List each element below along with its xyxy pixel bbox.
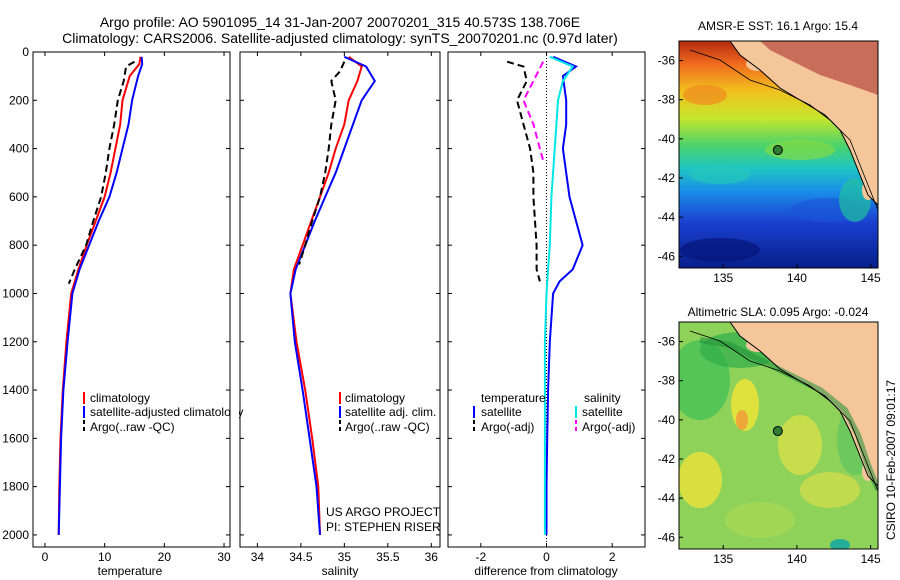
map-y-tick-label: -40 xyxy=(658,132,676,146)
map-y-tick-label: -46 xyxy=(658,249,676,263)
project-annotation: US ARGO PROJECT xyxy=(326,505,441,519)
csiro-timestamp: CSIRO 10-Feb-2007 09:01:17 xyxy=(884,379,898,540)
salinity-x-axis: 34 34.5 35 35.5 36 xyxy=(251,52,439,564)
salinity-axes xyxy=(239,51,441,548)
y-tick-label: 200 xyxy=(9,93,29,107)
y-tick-label: 400 xyxy=(9,142,29,156)
legend-clip-mask xyxy=(231,400,239,420)
map-x-tick-label: 145 xyxy=(861,552,881,566)
y-tick-label: 0 xyxy=(22,45,29,59)
x-tick-label: 10 xyxy=(98,550,112,564)
y-tick-label: 600 xyxy=(9,190,29,204)
sst-map-x-axis: 135 140 145 xyxy=(713,264,881,285)
legend-label-t-argo: Argo(-adj) xyxy=(481,420,534,434)
map-y-tick-label: -44 xyxy=(658,210,676,224)
salinity-series xyxy=(289,55,376,535)
y-tick-label: 1000 xyxy=(2,286,29,300)
x-tick-label: 30 xyxy=(217,550,231,564)
temperature-series xyxy=(57,56,144,535)
x-tick-label: 0 xyxy=(543,550,550,564)
map-x-tick-label: 135 xyxy=(713,552,733,566)
map-y-tick-label: -38 xyxy=(658,93,676,107)
sla-argo-location-marker xyxy=(772,426,783,437)
x-tick-label: 35 xyxy=(338,550,352,564)
sla-map xyxy=(679,322,878,549)
temperature-axes xyxy=(32,51,231,548)
x-tick-label: 0 xyxy=(42,550,49,564)
x-tick-label: 36 xyxy=(425,550,439,564)
series-line-0-2 xyxy=(67,60,135,285)
pi-annotation: PI: STEPHEN RISER xyxy=(326,520,441,534)
series-line-1-2 xyxy=(298,61,346,265)
sst-map-title: AMSR-E SST: 16.1 Argo: 15.4 xyxy=(698,19,858,33)
map-y-tick-label: -36 xyxy=(658,54,676,68)
series-line-2-3 xyxy=(522,61,545,161)
legend-label-climatology: climatology xyxy=(345,391,405,405)
temperature-legend: climatology satellite-adjusted climatolo… xyxy=(83,391,243,434)
sst-map-y-axis: -36 -38 -40 -42 -44 -46 xyxy=(658,54,683,263)
map-x-tick-label: 135 xyxy=(713,271,733,285)
series-line-0-1 xyxy=(57,56,144,535)
difference-legend: temperature salinity satellite Argo(-adj… xyxy=(473,391,635,434)
legend-label-argo: Argo(..raw -QC) xyxy=(90,420,175,434)
salinity-xlabel: salinity xyxy=(322,564,359,578)
legend-label-climatology: climatology xyxy=(90,391,150,405)
legend-header-temperature: temperature xyxy=(481,391,546,405)
x-tick-label: 2 xyxy=(609,550,616,564)
sla-map-title: Altimetric SLA: 0.095 Argo: -0.024 xyxy=(688,305,869,319)
legend-label-argo: Argo(..raw -QC) xyxy=(345,420,430,434)
legend-label-t-satellite: satellite xyxy=(481,405,522,419)
temperature-x-axis: 0 10 20 30 xyxy=(42,52,231,564)
difference-x-axis: -2 0 2 xyxy=(475,52,616,564)
y-tick-label: 1600 xyxy=(2,431,29,445)
legend-label-satellite: satellite adj. clim. xyxy=(345,405,436,419)
sla-map-frame xyxy=(678,321,879,550)
series-line-2-0 xyxy=(545,55,584,535)
salinity-legend: climatology satellite adj. clim. Argo(..… xyxy=(339,391,436,434)
temperature-xlabel: temperature xyxy=(98,564,163,578)
map-y-tick-label: -42 xyxy=(658,171,676,185)
series-line-1-1 xyxy=(289,55,376,535)
map-x-tick-label: 140 xyxy=(787,552,807,566)
series-line-2-1 xyxy=(506,60,541,282)
header-line-1: Argo profile: AO 5901095_14 31-Jan-2007 … xyxy=(99,14,581,30)
map-y-tick-label: -44 xyxy=(658,491,676,505)
x-tick-label: -2 xyxy=(475,550,486,564)
sst-map-frame xyxy=(678,40,879,269)
sst-argo-location-marker xyxy=(772,145,783,156)
legend-label-satellite: satellite-adjusted climatology xyxy=(90,405,243,419)
header-line-2: Climatology: CARS2006. Satellite-adjuste… xyxy=(62,30,618,46)
map-x-tick-label: 140 xyxy=(787,271,807,285)
x-tick-label: 34.5 xyxy=(289,550,313,564)
map-y-tick-label: -42 xyxy=(658,452,676,466)
y-tick-label: 1200 xyxy=(2,335,29,349)
legend-header-salinity: salinity xyxy=(584,391,621,405)
y-tick-label: 2000 xyxy=(2,528,29,542)
series-line-2-2 xyxy=(543,55,575,535)
map-y-tick-label: -38 xyxy=(658,374,676,388)
x-tick-label: 34 xyxy=(251,550,265,564)
y-tick-label: 1400 xyxy=(2,383,29,397)
map-y-tick-label: -40 xyxy=(658,413,676,427)
map-y-tick-label: -36 xyxy=(658,335,676,349)
figure-header: Argo profile: AO 5901095_14 31-Jan-2007 … xyxy=(0,14,680,46)
map-y-tick-label: -46 xyxy=(658,530,676,544)
map-x-tick-label: 145 xyxy=(861,271,881,285)
difference-series xyxy=(506,55,584,535)
x-tick-label: 35.5 xyxy=(376,550,400,564)
depth-axis: 0 200 400 600 800 1000 1200 1400 1600 1800 2000 xyxy=(2,45,645,542)
legend-label-s-argo: Argo(-adj) xyxy=(582,420,635,434)
y-tick-label: 800 xyxy=(9,238,29,252)
difference-xlabel: difference from climatology xyxy=(474,564,617,578)
legend-label-s-satellite: satellite xyxy=(582,405,623,419)
x-tick-label: 20 xyxy=(158,550,172,564)
sla-map-x-axis: 135 140 145 xyxy=(713,545,881,566)
y-tick-label: 1800 xyxy=(2,480,29,494)
sla-map-y-axis: -36 -38 -40 -42 -44 -46 xyxy=(658,335,683,544)
